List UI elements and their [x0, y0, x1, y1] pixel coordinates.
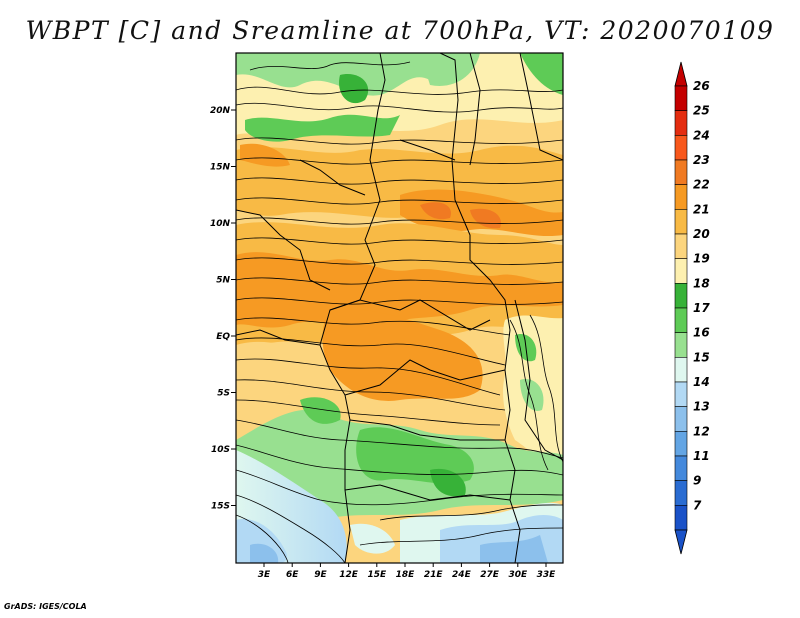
lat-tick-label: 10S: [211, 445, 230, 455]
wbpt-shaded-field: [236, 53, 563, 563]
colorbar-label: 15: [693, 350, 710, 364]
longitude-axis: 3E 6E 9E 12E 15E 18E 21E 24E 27E 30E 33E: [258, 563, 556, 580]
colorbar-swatch: [674, 184, 688, 210]
colorbar-swatch: [674, 431, 688, 457]
lat-tick-label: 20N: [210, 106, 231, 116]
colorbar-swatch: [674, 283, 688, 309]
colorbar-label: 19: [693, 252, 710, 266]
lat-tick-label: 10N: [210, 219, 231, 229]
colorbar-swatch: [674, 110, 688, 136]
lon-tick-label: 18E: [396, 570, 416, 580]
lon-tick-label: 6E: [286, 570, 299, 580]
colorbar-label: 24: [693, 128, 710, 142]
grads-credit: GrADS: IGES/COLA: [4, 602, 87, 611]
colorbar-arrow-bottom: [674, 529, 688, 555]
colorbar-swatch: [674, 381, 688, 407]
colorbar-swatch: [674, 505, 688, 531]
lon-tick-label: 33E: [537, 570, 557, 580]
colorbar-swatch: [674, 307, 688, 333]
lat-tick-label: EQ: [216, 332, 230, 342]
colorbar-arrow-top: [674, 61, 688, 87]
lon-tick-label: 21E: [424, 570, 444, 580]
colorbar-swatch: [674, 159, 688, 185]
colorbar-swatch: [674, 357, 688, 383]
lat-tick-label: 15N: [210, 163, 231, 173]
colorbar-swatch: [674, 258, 688, 284]
lat-tick-label: 5S: [217, 389, 230, 399]
colorbar-label: 25: [693, 104, 710, 118]
lon-tick-label: 3E: [258, 570, 271, 580]
lon-tick-label: 15E: [367, 570, 387, 580]
colorbar-label: 7: [693, 498, 702, 512]
colorbar-label: 21: [693, 202, 710, 216]
colorbar-label: 26: [693, 79, 710, 93]
colorbar-swatch: [674, 480, 688, 506]
colorbar-label: 13: [693, 400, 710, 414]
streamlines: [236, 61, 563, 563]
lon-tick-label: 27E: [480, 570, 500, 580]
colorbar: 26 25 24 23 22 21 20 19 18 17 16 15 14 13 12 11 9 7: [674, 61, 710, 555]
colorbar-swatch: [674, 233, 688, 259]
colorbar-label: 12: [693, 424, 710, 438]
colorbar-label: 11: [693, 449, 710, 463]
colorbar-label: 20: [693, 227, 710, 241]
latitude-axis: 20N 15N 10N 5N EQ 5S 10S 15S: [210, 106, 236, 512]
lon-tick-label: 9E: [314, 570, 327, 580]
lon-tick-label: 30E: [508, 570, 528, 580]
colorbar-swatch: [674, 332, 688, 358]
colorbar-swatch: [674, 455, 688, 481]
country-borders: [236, 53, 563, 563]
colorbar-label: 9: [693, 474, 701, 488]
map-title: WBPT [C] and Sreamline at 700hPa, VT: 20…: [25, 16, 775, 45]
colorbar-label: 14: [693, 375, 710, 389]
colorbar-swatch: [674, 209, 688, 235]
colorbar-label: 18: [693, 276, 710, 290]
colorbar-swatch: [674, 135, 688, 161]
colorbar-swatch: [674, 406, 688, 432]
colorbar-label: 22: [693, 178, 710, 192]
lon-tick-label: 12E: [339, 570, 359, 580]
colorbar-label: 16: [693, 326, 710, 340]
map-frame: [235, 52, 564, 564]
lat-tick-label: 5N: [216, 276, 230, 286]
lat-tick-label: 15S: [211, 502, 230, 512]
colorbar-label: 17: [693, 301, 710, 315]
lon-tick-label: 24E: [452, 570, 472, 580]
colorbar-label: 23: [693, 153, 710, 167]
colorbar-swatch: [674, 85, 688, 111]
